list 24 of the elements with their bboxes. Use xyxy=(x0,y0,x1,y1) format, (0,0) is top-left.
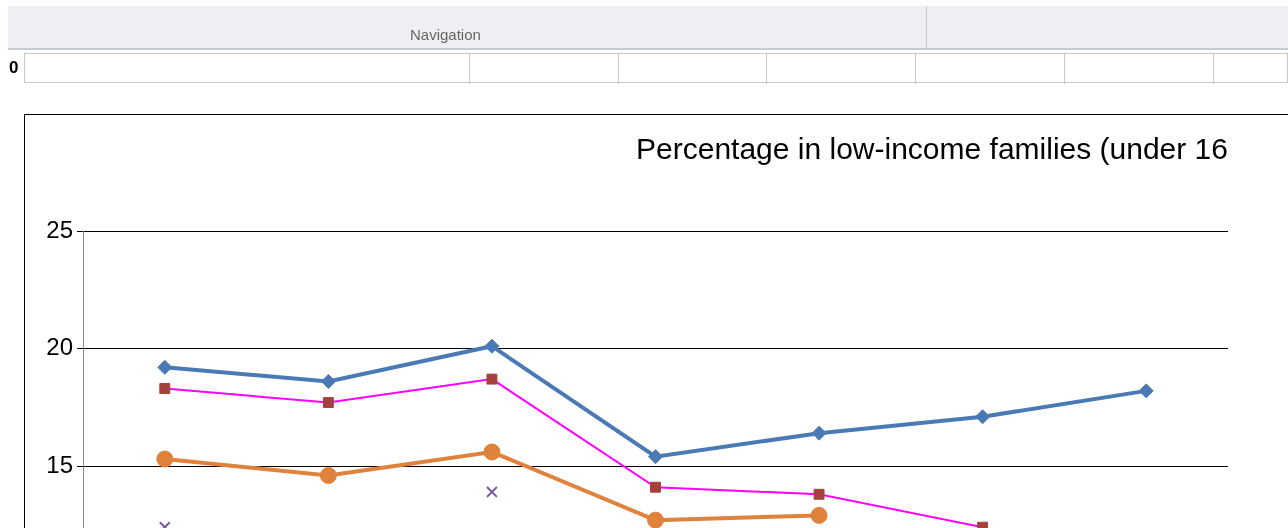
y-tick-label: 20 xyxy=(46,333,73,361)
point xyxy=(483,443,501,461)
point xyxy=(813,488,825,500)
point xyxy=(648,449,663,465)
point xyxy=(810,506,828,524)
y-tick-label: 25 xyxy=(46,215,73,243)
chart-title: Percentage in low-income families (under 16 xyxy=(636,132,1228,166)
point xyxy=(1138,383,1154,399)
point xyxy=(484,338,500,354)
point xyxy=(320,373,336,389)
point xyxy=(650,481,661,493)
point xyxy=(811,425,827,441)
point xyxy=(975,409,991,425)
point xyxy=(319,466,337,484)
text: 0 xyxy=(9,58,19,78)
point xyxy=(486,373,498,385)
point xyxy=(156,450,174,468)
point xyxy=(322,397,334,409)
text: Navigation xyxy=(410,26,481,43)
point xyxy=(159,383,171,394)
point xyxy=(647,511,664,528)
point xyxy=(157,359,173,375)
point xyxy=(485,485,498,498)
y-tick-label: 15 xyxy=(46,450,73,478)
